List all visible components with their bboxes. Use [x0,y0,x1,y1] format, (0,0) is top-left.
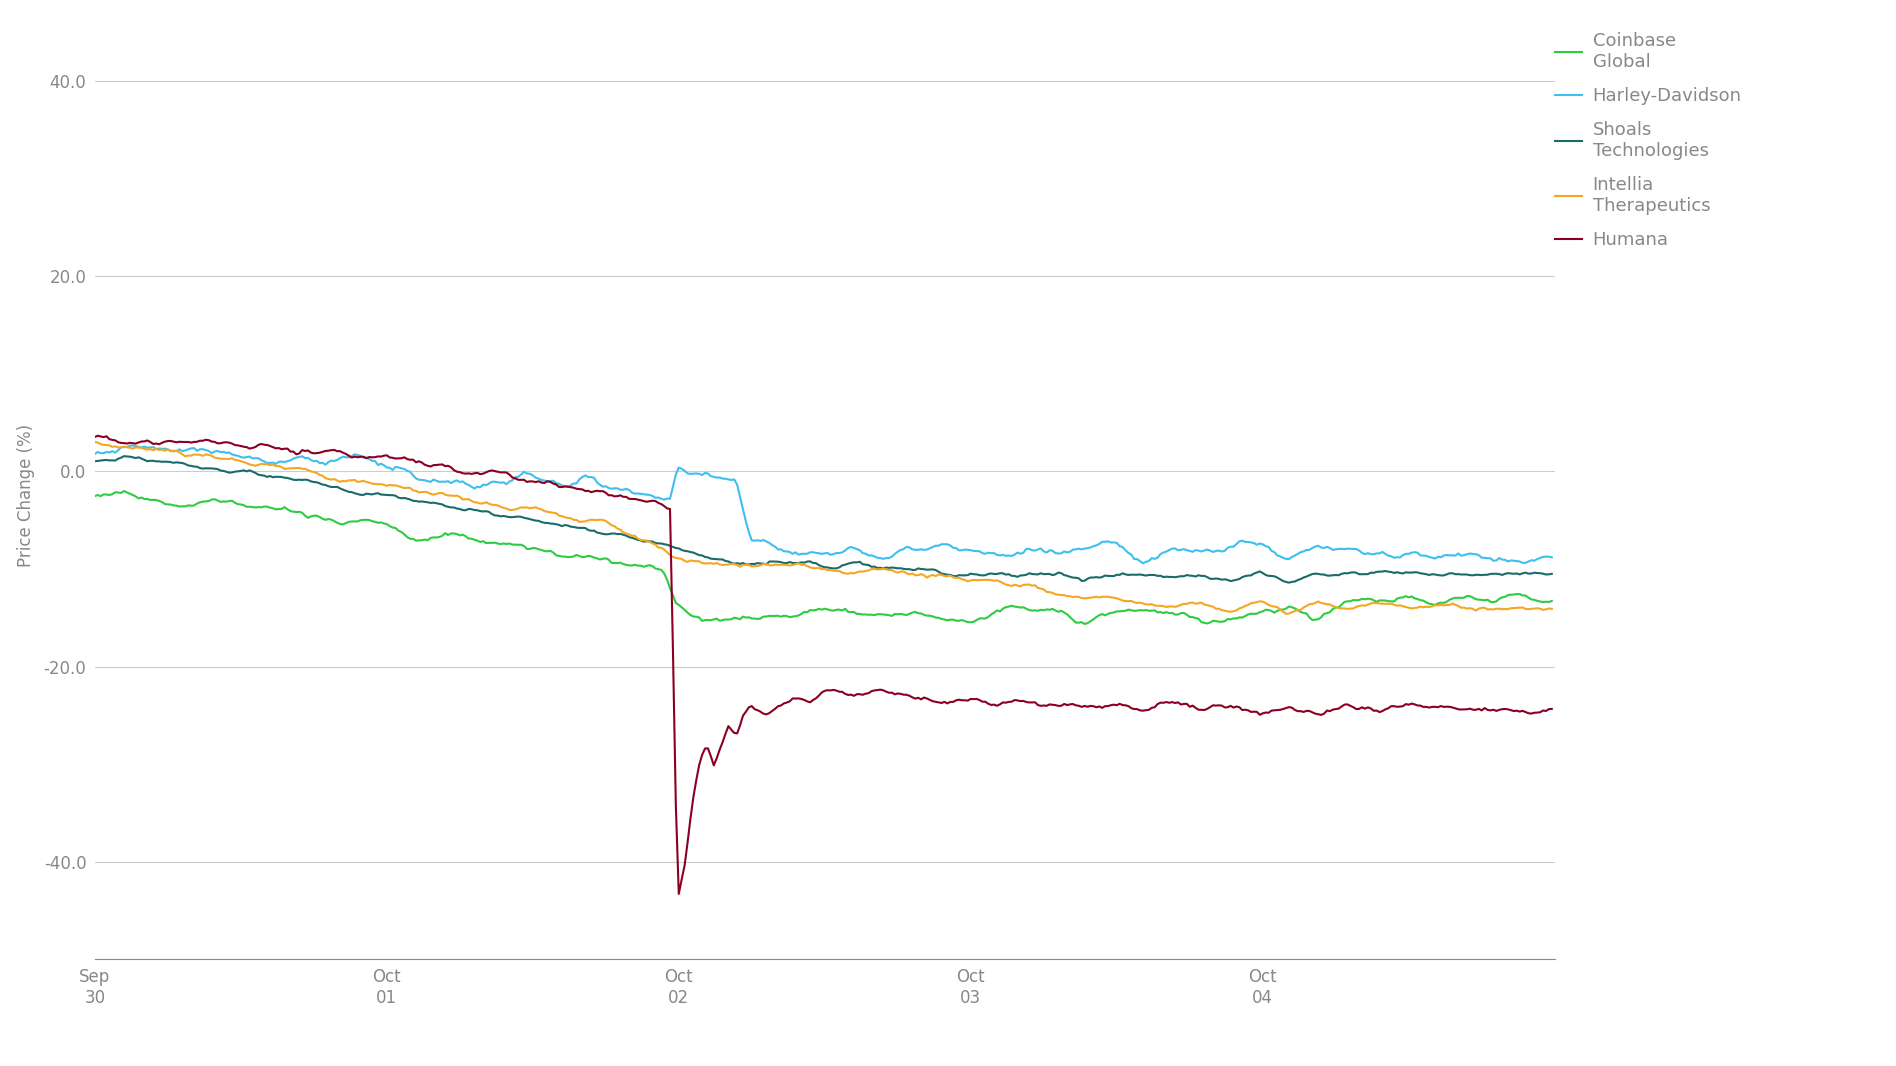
Y-axis label: Price Change (%): Price Change (%) [17,424,36,567]
Legend: Coinbase
Global, Harley-Davidson, Shoals
Technologies, Intellia
Therapeutics, Hu: Coinbase Global, Harley-Davidson, Shoals… [1555,32,1742,249]
